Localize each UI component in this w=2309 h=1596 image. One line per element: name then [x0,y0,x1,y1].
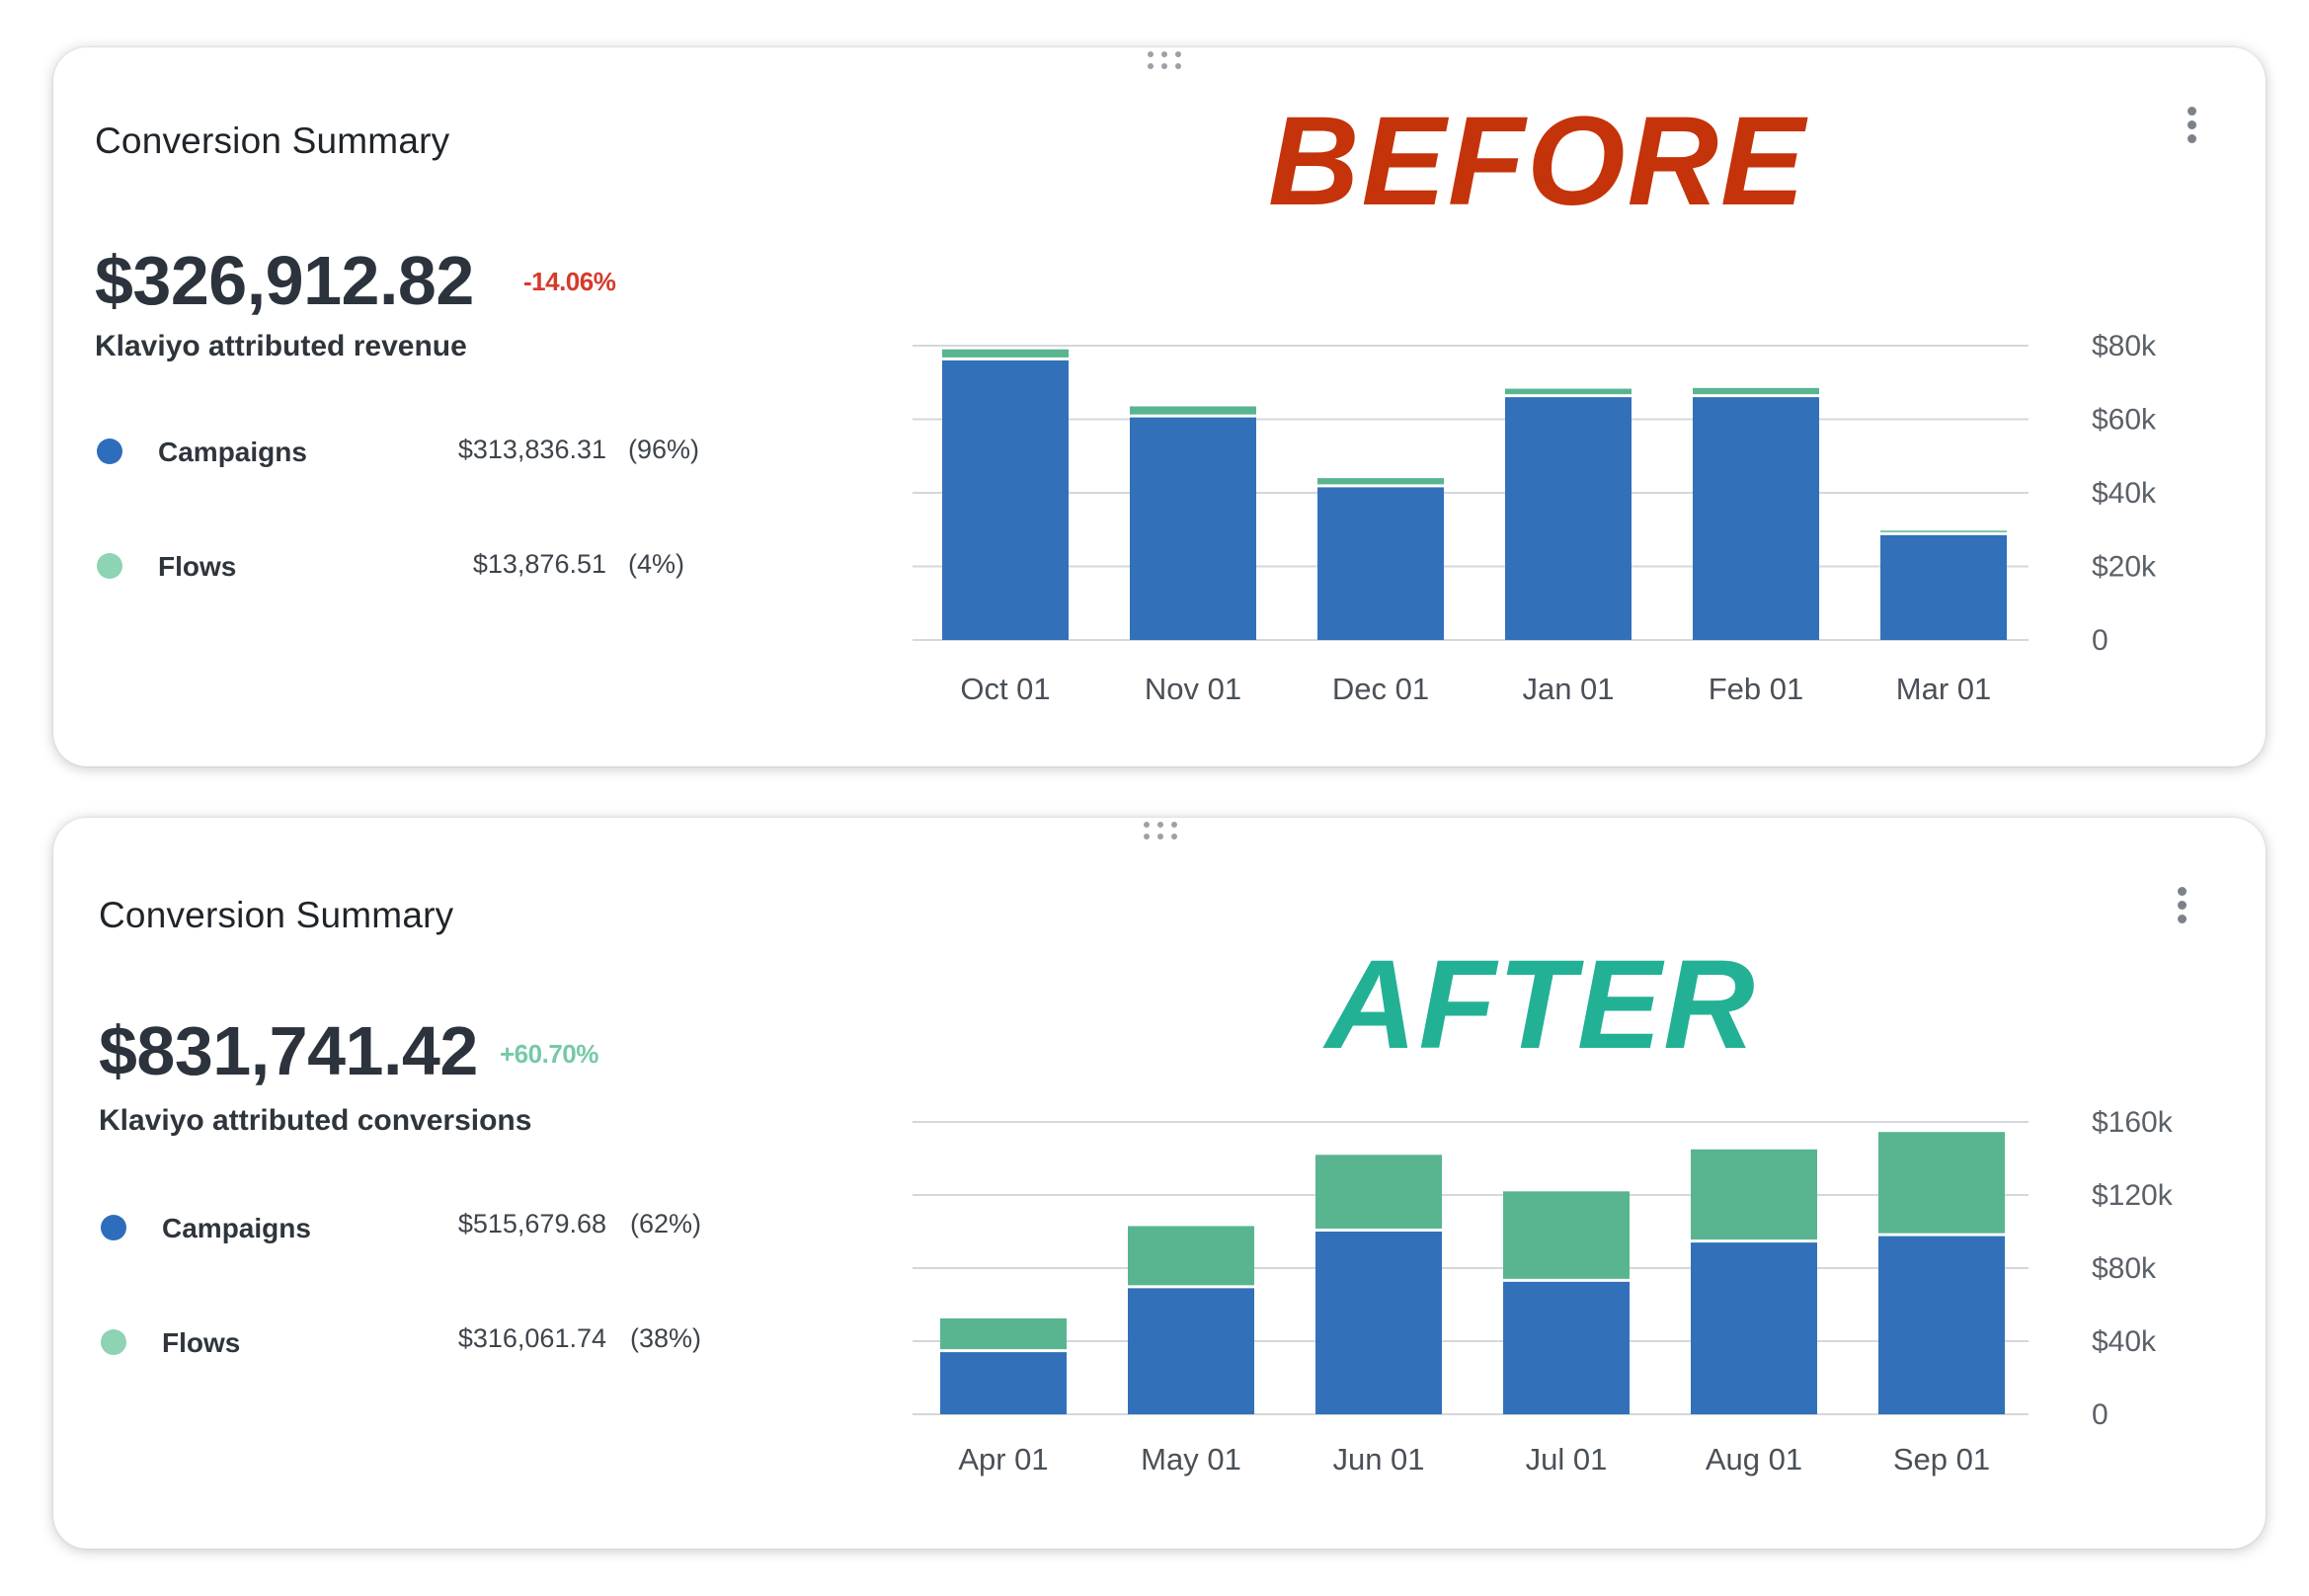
campaigns-value: $313,836.31 [457,435,606,464]
stacked-bar-chart: 0 $40k $80k $120k $160k Apr 01 May 01 Jun 01 Jul… [913,1106,2174,1476]
bar-campaigns-feb-01[interactable] [1693,397,1819,640]
bar-flows-jun-01[interactable] [1315,1155,1442,1229]
drag-handle-icon[interactable] [1144,822,1185,845]
bar-flows-may-01[interactable] [1128,1226,1254,1286]
total-revenue: $326,912.82 [95,242,474,319]
drag-handle-icon[interactable] [1148,51,1189,75]
y-tick-label: $60k [2092,404,2157,437]
bar-campaigns-sep-01[interactable] [1878,1236,2005,1414]
campaigns-legend-label: Campaigns [158,437,307,467]
flows-percent: (4%) [628,549,685,579]
change-percent: +60.70% [500,1039,598,1069]
bar-flows-sep-01[interactable] [1878,1132,2005,1234]
x-tick-label: Mar 01 [1896,672,1991,706]
flows-percent: (38%) [630,1323,702,1353]
bar-campaigns-jan-01[interactable] [1505,397,1632,640]
bar-campaigns-jun-01[interactable] [1315,1232,1442,1414]
campaigns-legend-dot [97,439,122,464]
y-tick-label: $80k [2092,1252,2157,1285]
bar-flows-nov-01[interactable] [1130,406,1256,415]
bar-flows-mar-01[interactable] [1880,530,2007,532]
bar-flows-jan-01[interactable] [1505,388,1632,395]
y-tick-label: $80k [2092,330,2157,362]
x-tick-label: Oct 01 [960,672,1050,706]
x-tick-label: May 01 [1141,1442,1241,1476]
y-tick-label: $160k [2092,1106,2174,1139]
bar-campaigns-jul-01[interactable] [1503,1281,1630,1414]
flows-legend-dot [101,1329,126,1355]
more-vertical-icon[interactable] [2177,887,2189,926]
more-vertical-icon[interactable] [2187,107,2198,146]
flows-legend-label: Flows [158,551,237,582]
bar-campaigns-may-01[interactable] [1128,1288,1254,1414]
flows-legend-label: Flows [162,1327,241,1358]
flows-legend-dot [97,553,122,579]
bar-flows-oct-01[interactable] [942,349,1069,358]
y-tick-label: 0 [2092,1398,2109,1431]
conversion-summary-card-after: Conversion Summary AFTER $831,741.42 +60… [53,818,2266,1549]
x-tick-label: Feb 01 [1709,672,1804,706]
bar-flows-aug-01[interactable] [1691,1149,1817,1240]
after-stamp: AFTER [1325,934,1757,1076]
bar-campaigns-dec-01[interactable] [1317,487,1444,640]
y-tick-label: $40k [2092,477,2157,510]
campaigns-legend-label: Campaigns [162,1213,311,1243]
bar-flows-dec-01[interactable] [1317,478,1444,485]
bar-campaigns-nov-01[interactable] [1130,417,1256,640]
flows-value: $13,876.51 [472,549,606,579]
before-stamp: BEFORE [1268,91,1807,232]
campaigns-percent: (96%) [628,435,700,464]
x-tick-label: Nov 01 [1145,672,1241,706]
stacked-bar-chart: 0 $20k $40k $60k $80k Oct 01 Nov 01 Dec 01 Jan 0… [913,330,2157,706]
card-title: Conversion Summary [99,895,454,935]
change-percent: -14.06% [523,267,616,296]
y-tick-label: 0 [2092,624,2109,657]
bar-campaigns-oct-01[interactable] [942,359,1069,640]
y-tick-label: $20k [2092,551,2157,584]
metric-label: Klaviyo attributed conversions [99,1104,532,1137]
campaigns-value: $515,679.68 [457,1209,606,1238]
campaigns-legend-dot [101,1215,126,1240]
bar-flows-feb-01[interactable] [1693,387,1819,395]
y-tick-label: $120k [2092,1179,2174,1212]
bar-campaigns-mar-01[interactable] [1880,534,2007,640]
x-tick-label: Jan 01 [1522,672,1614,706]
metric-label: Klaviyo attributed revenue [95,330,467,362]
card-title: Conversion Summary [95,120,450,161]
bar-flows-apr-01[interactable] [940,1317,1067,1350]
bar-campaigns-aug-01[interactable] [1691,1242,1817,1414]
bar-flows-jul-01[interactable] [1503,1191,1630,1279]
y-tick-label: $40k [2092,1325,2157,1358]
x-tick-label: Dec 01 [1332,672,1429,706]
x-tick-label: Sep 01 [1893,1442,1990,1476]
x-tick-label: Apr 01 [958,1442,1048,1476]
conversion-summary-card-before: Conversion Summary BEFORE $326,912.82 -1… [53,47,2266,766]
x-tick-label: Jul 01 [1526,1442,1608,1476]
campaigns-percent: (62%) [630,1209,702,1238]
x-tick-label: Jun 01 [1332,1442,1424,1476]
x-tick-label: Aug 01 [1706,1442,1802,1476]
total-conversions: $831,741.42 [99,1012,478,1089]
flows-value: $316,061.74 [457,1323,606,1353]
bar-campaigns-apr-01[interactable] [940,1352,1067,1414]
